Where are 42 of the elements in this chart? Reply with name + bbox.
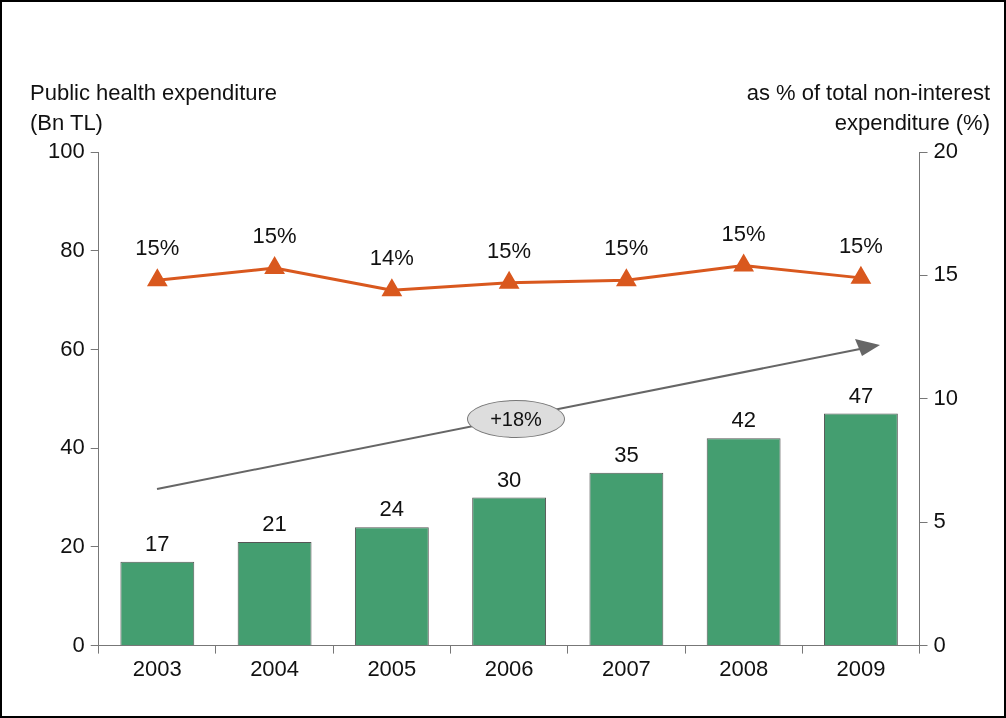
data-label: 15% bbox=[604, 235, 649, 261]
point bbox=[499, 272, 519, 289]
point bbox=[382, 279, 402, 297]
x-tick-label: 2007 bbox=[601, 655, 651, 681]
x-tick-label: 2003 bbox=[132, 655, 182, 681]
data-label: 17 bbox=[145, 530, 170, 556]
data-label: 21 bbox=[262, 511, 287, 537]
data-label: 42 bbox=[731, 407, 756, 433]
y-tick-label: 40 bbox=[60, 434, 85, 460]
y2-axis-title: as % of total non-interest expenditure (%) bbox=[745, 79, 990, 137]
x-tick-label: 2004 bbox=[250, 655, 300, 681]
data-label: 15% bbox=[487, 237, 532, 263]
y-axis-title: Public health expenditure (Bn TL) bbox=[30, 79, 279, 137]
data-label: 24 bbox=[379, 496, 405, 522]
x-tick-label: 2005 bbox=[367, 655, 417, 681]
y2-tick-label: 15 bbox=[933, 261, 959, 287]
point bbox=[734, 255, 753, 272]
y2-tick-label: 10 bbox=[933, 384, 959, 410]
data-label: 30 bbox=[496, 466, 522, 492]
y-tick-label: 60 bbox=[60, 335, 85, 361]
data-label: 14% bbox=[369, 245, 414, 271]
x-tick-label: 2008 bbox=[719, 655, 769, 681]
data-label: 15% bbox=[252, 223, 297, 249]
annotation: +18% bbox=[467, 400, 565, 438]
data-label: 47 bbox=[848, 382, 874, 408]
point bbox=[148, 269, 167, 287]
y-tick-label: 80 bbox=[60, 236, 85, 262]
data-label: 15% bbox=[721, 220, 766, 246]
point bbox=[851, 267, 871, 284]
y2-tick-label: 20 bbox=[933, 138, 959, 164]
y-tick-label: 0 bbox=[72, 631, 85, 657]
data-label: 15% bbox=[135, 235, 180, 261]
x-tick-label: 2006 bbox=[484, 655, 534, 681]
point bbox=[265, 257, 284, 274]
y-tick-label: 20 bbox=[60, 532, 85, 558]
x-tick-label: 2009 bbox=[836, 655, 886, 681]
data-label: 35 bbox=[614, 441, 639, 467]
y2-tick-label: 5 bbox=[933, 508, 946, 534]
y2-tick-label: 0 bbox=[933, 631, 946, 657]
data-label: 15% bbox=[838, 232, 883, 258]
y-tick-label: 100 bbox=[47, 138, 85, 164]
point bbox=[617, 269, 636, 287]
